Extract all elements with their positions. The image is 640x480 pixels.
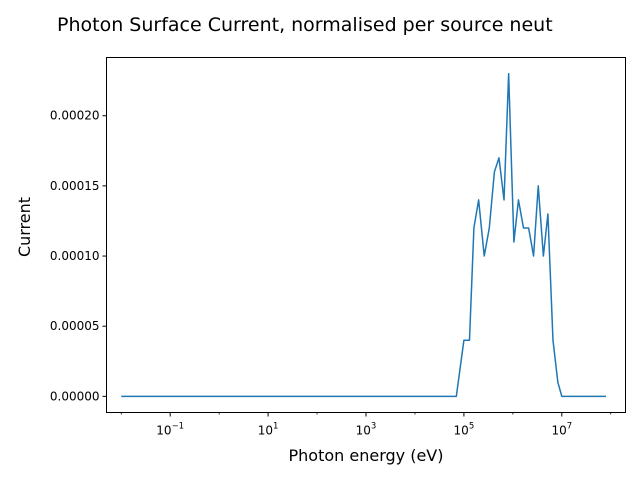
x-tick-label: 10−1 [156,422,184,438]
x-tick-label: 103 [356,422,377,438]
y-tick-label: 0.00005 [50,319,100,333]
y-axis-label: Current [15,197,34,257]
x-axis-minor-ticks [120,412,612,415]
x-tick-base: 10 [356,424,371,438]
x-tick-exponent: 5 [469,422,474,432]
plot-frame [106,57,626,413]
x-tick-label: 101 [258,422,279,438]
x-axis-ticks: 10−1 101 103 105 107 [156,412,572,438]
y-tick-label: 0.00015 [50,179,100,193]
x-tick-base: 10 [454,424,469,438]
y-axis-ticks: 0.00000 0.00005 0.00010 0.00015 0.00020 [50,109,107,403]
y-tick-label: 0.00020 [50,109,100,123]
y-tick-label: 0.00000 [50,389,100,403]
x-tick-base: 10 [156,424,171,438]
x-tick-exponent: 1 [273,422,278,432]
x-tick-exponent: −1 [172,422,185,432]
x-tick-base: 10 [258,424,273,438]
y-tick-label: 0.00010 [50,249,100,263]
x-tick-label: 107 [551,422,572,438]
x-tick-label: 105 [454,422,475,438]
chart-title: Photon Surface Current, normalised per s… [57,14,553,36]
x-tick-exponent: 3 [371,422,376,432]
x-tick-base: 10 [551,424,566,438]
x-axis-label: Photon energy (eV) [289,446,444,465]
x-tick-exponent: 7 [567,422,572,432]
series-line [121,72,607,398]
